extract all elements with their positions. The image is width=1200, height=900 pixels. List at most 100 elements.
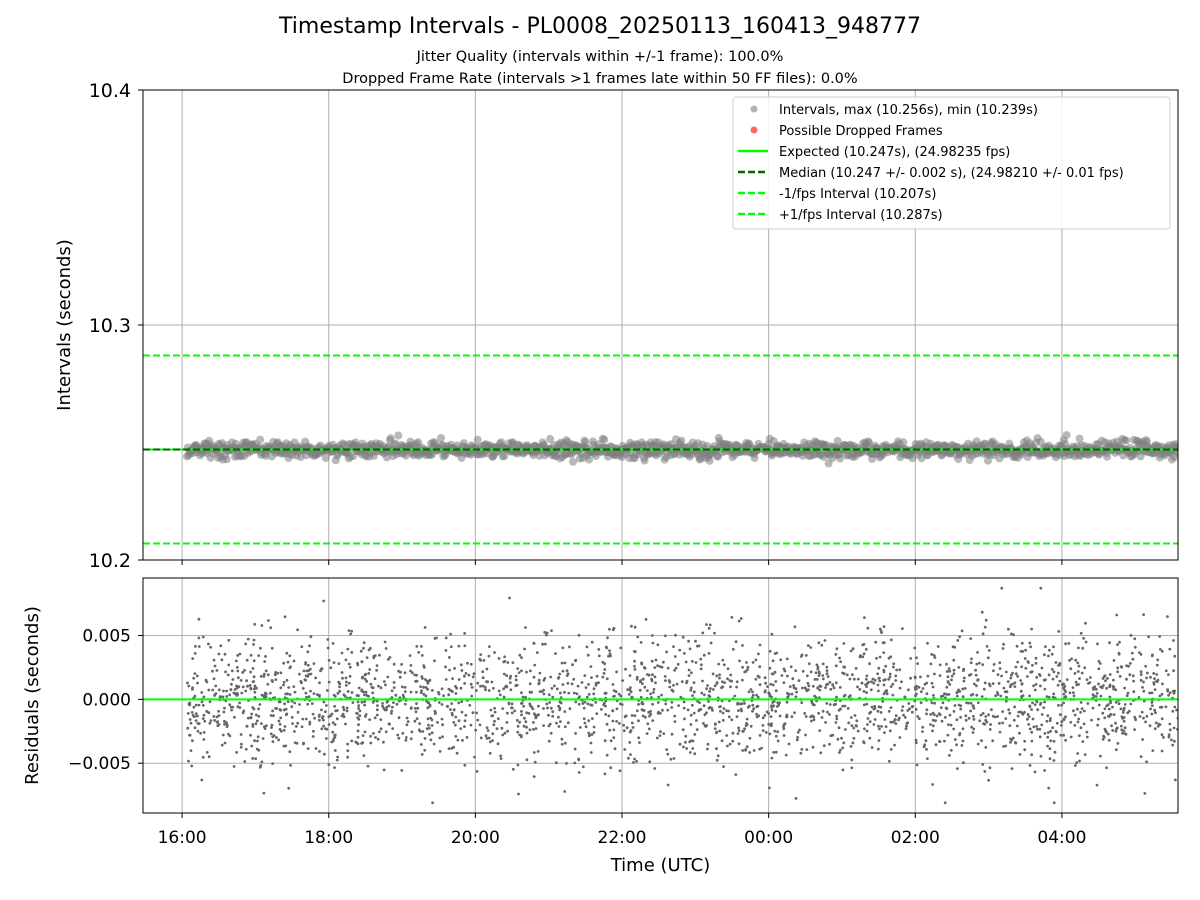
residual-point (362, 646, 365, 650)
residual-point (249, 653, 253, 657)
residual-point (212, 658, 216, 662)
residual-point (841, 768, 845, 772)
residual-point (745, 745, 749, 749)
residual-point (708, 623, 712, 627)
residual-point (311, 712, 315, 716)
residual-point (397, 716, 401, 720)
residual-point (746, 668, 749, 671)
residual-point (962, 676, 966, 680)
residual-point (950, 678, 953, 682)
residual-point (809, 646, 813, 649)
residual-point (199, 731, 203, 735)
residual-point (939, 706, 943, 709)
residual-point (304, 691, 308, 695)
residual-point (285, 712, 289, 716)
residual-point (1020, 682, 1024, 686)
residual-point (990, 708, 993, 712)
residual-point (955, 694, 959, 698)
residual-point (957, 666, 961, 669)
residual-point (583, 700, 587, 704)
residual-point (537, 704, 540, 708)
residual-point (884, 725, 888, 728)
residual-point (998, 722, 1001, 725)
residual-point (514, 674, 518, 678)
residual-point (1063, 688, 1066, 692)
residual-point (637, 736, 641, 740)
residual-point (1064, 738, 1067, 742)
residual-point (670, 732, 674, 736)
residual-point (761, 724, 765, 727)
residual-point (1057, 664, 1060, 667)
residual-point (1118, 640, 1121, 644)
residual-point (715, 758, 719, 762)
interval-point (500, 452, 509, 460)
residual-point (695, 719, 698, 722)
residual-point (444, 678, 448, 681)
residual-point (921, 725, 925, 729)
residual-point (1043, 653, 1046, 657)
residual-point (1108, 695, 1112, 699)
residual-point (524, 626, 527, 629)
residual-point (355, 694, 359, 697)
residual-point (1139, 678, 1143, 682)
residual-point (898, 716, 901, 720)
residual-point (428, 732, 431, 736)
residual-point (186, 712, 190, 715)
residual-point (289, 665, 292, 669)
residual-point (1099, 754, 1102, 758)
residual-point (876, 747, 880, 751)
residual-point (718, 673, 721, 677)
residual-point (673, 655, 677, 658)
residual-point (686, 708, 690, 712)
residual-point (307, 695, 311, 699)
residual-point (878, 655, 882, 659)
residual-point (186, 681, 189, 685)
residual-point (941, 701, 945, 705)
residual-point (590, 733, 594, 736)
residual-point (931, 685, 935, 689)
residual-point (839, 660, 842, 664)
residual-point (1108, 673, 1112, 676)
residual-point (454, 735, 458, 738)
residual-point (1129, 702, 1133, 706)
residual-point (1139, 653, 1143, 656)
residual-point (805, 674, 809, 678)
residual-point (346, 742, 349, 746)
residual-point (502, 660, 506, 664)
residual-point (820, 643, 824, 647)
residual-point (666, 783, 670, 787)
residual-point (1080, 671, 1084, 675)
residual-point (639, 680, 642, 684)
residual-point (398, 696, 402, 699)
residual-point (347, 681, 351, 685)
residual-point (319, 669, 322, 673)
residual-point (283, 615, 287, 619)
residual-point (795, 690, 798, 694)
residual-point (673, 714, 677, 718)
residual-point (1048, 757, 1052, 761)
residual-point (493, 710, 497, 714)
residual-point (496, 717, 500, 721)
residual-point (889, 638, 893, 642)
residual-point (417, 728, 421, 732)
residual-point (752, 707, 756, 711)
residual-point (533, 663, 537, 667)
residual-point (332, 693, 336, 697)
residual-point (1128, 662, 1132, 665)
residual-point (1121, 731, 1124, 735)
residual-point (365, 694, 369, 697)
residual-point (286, 660, 290, 664)
residual-point (1045, 695, 1049, 698)
residual-point (931, 729, 934, 733)
residual-point (980, 739, 983, 743)
residual-point (656, 664, 659, 668)
residual-point (587, 683, 590, 686)
residual-point (476, 718, 480, 722)
residual-point (618, 722, 621, 725)
residual-point (286, 692, 289, 696)
residual-point (608, 728, 612, 732)
residual-point (1082, 722, 1086, 726)
residual-point (361, 734, 365, 737)
residual-point (1047, 654, 1050, 658)
residual-point (195, 674, 199, 678)
